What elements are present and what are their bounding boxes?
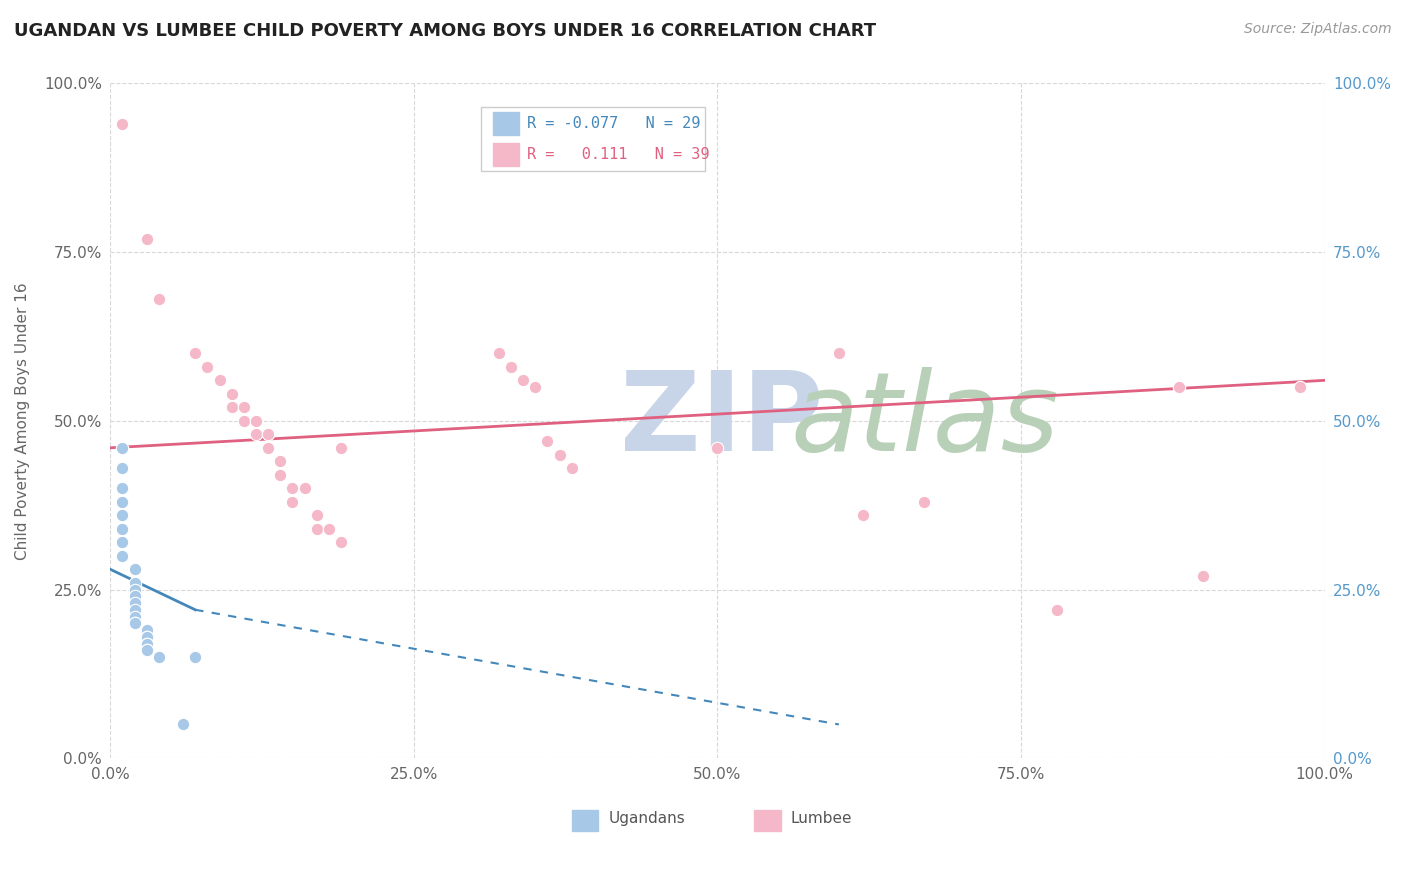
Point <box>195 359 218 374</box>
Point <box>124 609 146 624</box>
Point <box>184 650 207 665</box>
Point <box>135 623 157 637</box>
Point <box>536 434 558 448</box>
Point <box>208 373 231 387</box>
Text: ZIP: ZIP <box>620 368 824 475</box>
Point <box>124 575 146 590</box>
Point <box>135 623 157 637</box>
Point <box>124 603 146 617</box>
Point <box>1046 603 1069 617</box>
FancyBboxPatch shape <box>481 107 706 171</box>
Point <box>512 373 534 387</box>
Text: UGANDAN VS LUMBEE CHILD POVERTY AMONG BOYS UNDER 16 CORRELATION CHART: UGANDAN VS LUMBEE CHILD POVERTY AMONG BO… <box>14 22 876 40</box>
Point <box>111 535 134 549</box>
Point <box>269 454 291 468</box>
Point <box>124 562 146 576</box>
Point <box>281 495 304 509</box>
Point <box>488 346 510 360</box>
Point <box>269 467 291 482</box>
Point <box>111 549 134 563</box>
Point <box>124 616 146 631</box>
Point <box>124 589 146 603</box>
Point <box>245 427 267 442</box>
Point <box>305 508 328 523</box>
Point <box>706 441 728 455</box>
Point <box>135 232 157 246</box>
Point <box>124 582 146 597</box>
Point <box>111 117 134 131</box>
Point <box>111 522 134 536</box>
Bar <box>492 112 519 136</box>
Point <box>221 387 243 401</box>
Point <box>1192 569 1215 583</box>
Point <box>548 448 571 462</box>
Point <box>172 717 194 731</box>
Point <box>184 346 207 360</box>
Point <box>912 495 935 509</box>
Point <box>1168 380 1191 394</box>
Text: Lumbee: Lumbee <box>790 812 852 827</box>
Point <box>148 650 170 665</box>
Point <box>330 441 353 455</box>
Point <box>257 427 280 442</box>
Point <box>245 414 267 428</box>
Text: atlas: atlas <box>790 368 1059 475</box>
Bar <box>492 143 519 166</box>
Point <box>828 346 851 360</box>
Point <box>1289 380 1312 394</box>
Bar <box>754 810 780 831</box>
Point <box>852 508 875 523</box>
Text: Source: ZipAtlas.com: Source: ZipAtlas.com <box>1244 22 1392 37</box>
Point <box>318 522 340 536</box>
Point <box>111 481 134 495</box>
Text: R =   0.111   N = 39: R = 0.111 N = 39 <box>527 147 709 161</box>
Bar <box>572 810 599 831</box>
Point <box>111 461 134 475</box>
Point <box>294 481 316 495</box>
Point <box>281 481 304 495</box>
Text: Ugandans: Ugandans <box>609 812 685 827</box>
Point <box>135 630 157 644</box>
Point <box>232 414 254 428</box>
Point <box>135 636 157 650</box>
Point <box>148 293 170 307</box>
Point <box>148 650 170 665</box>
Point <box>135 643 157 657</box>
Point <box>111 495 134 509</box>
Point <box>257 441 280 455</box>
Point <box>232 401 254 415</box>
Point <box>111 508 134 523</box>
Point <box>111 441 134 455</box>
Point <box>221 401 243 415</box>
Point <box>305 522 328 536</box>
Text: R = -0.077   N = 29: R = -0.077 N = 29 <box>527 117 700 131</box>
Point <box>135 636 157 650</box>
Point <box>499 359 522 374</box>
Point <box>561 461 583 475</box>
Point <box>135 643 157 657</box>
Point <box>124 616 146 631</box>
Point <box>524 380 547 394</box>
Point <box>124 596 146 610</box>
Y-axis label: Child Poverty Among Boys Under 16: Child Poverty Among Boys Under 16 <box>15 282 30 559</box>
Point <box>135 630 157 644</box>
Point <box>330 535 353 549</box>
